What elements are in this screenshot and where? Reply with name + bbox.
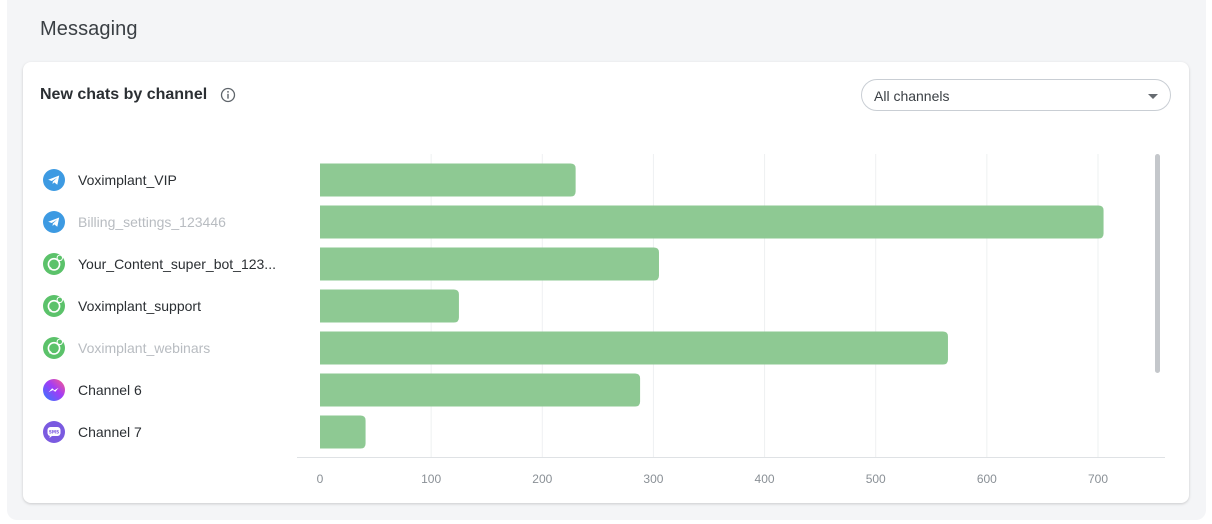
x-tick-label: 500: [866, 472, 886, 486]
svg-text:SMS: SMS: [49, 429, 59, 434]
telegram-icon: [43, 169, 65, 191]
x-tick-label: 700: [1088, 472, 1108, 486]
sms-icon: SMS: [43, 421, 65, 443]
whatsapp-icon: [43, 295, 65, 317]
section-title: Messaging: [40, 18, 138, 40]
info-circle-icon[interactable]: [220, 87, 236, 103]
messaging-section: Messaging 0 100 200 300 400 500 600 700 New cha…: [7, 0, 1206, 520]
bar[interactable]: [320, 373, 641, 407]
bar[interactable]: [320, 331, 948, 365]
scrollbar[interactable]: [1155, 154, 1160, 373]
bar[interactable]: [320, 247, 659, 281]
bar[interactable]: [320, 163, 576, 197]
channel-label: Billing_settings_123446: [78, 214, 226, 230]
bar[interactable]: [320, 205, 1104, 239]
bar[interactable]: [320, 289, 459, 323]
channel-label: Voximplant_VIP: [78, 172, 177, 188]
bar[interactable]: [320, 415, 366, 449]
x-tick-label: 300: [643, 472, 663, 486]
channel-label: Voximplant_support: [78, 298, 201, 314]
whatsapp-icon: [43, 253, 65, 275]
x-tick-label: 600: [977, 472, 997, 486]
channel-label: Voximplant_webinars: [78, 340, 211, 356]
messenger-icon: [43, 379, 65, 401]
telegram-icon: [43, 211, 65, 233]
bar-chart: 0 100 200 300 400 500 600 700: [297, 154, 1165, 486]
whatsapp-icon: [43, 337, 65, 359]
channel-label: Channel 6: [78, 382, 142, 398]
chevron-down-icon: [1148, 94, 1158, 99]
channel-filter-value: All channels: [874, 88, 950, 104]
x-tick-label: 100: [421, 472, 441, 486]
channel-filter-select[interactable]: All channels: [861, 79, 1171, 111]
card-title: New chats by channel: [40, 86, 208, 103]
x-tick-label: 400: [755, 472, 775, 486]
x-tick-label: 0: [317, 472, 324, 486]
channel-label: Your_Content_super_bot_123...: [78, 256, 276, 272]
new-chats-card: 0 100 200 300 400 500 600 700 New chats by chan…: [23, 62, 1189, 503]
channel-label: Channel 7: [78, 424, 142, 440]
x-tick-label: 200: [532, 472, 552, 486]
